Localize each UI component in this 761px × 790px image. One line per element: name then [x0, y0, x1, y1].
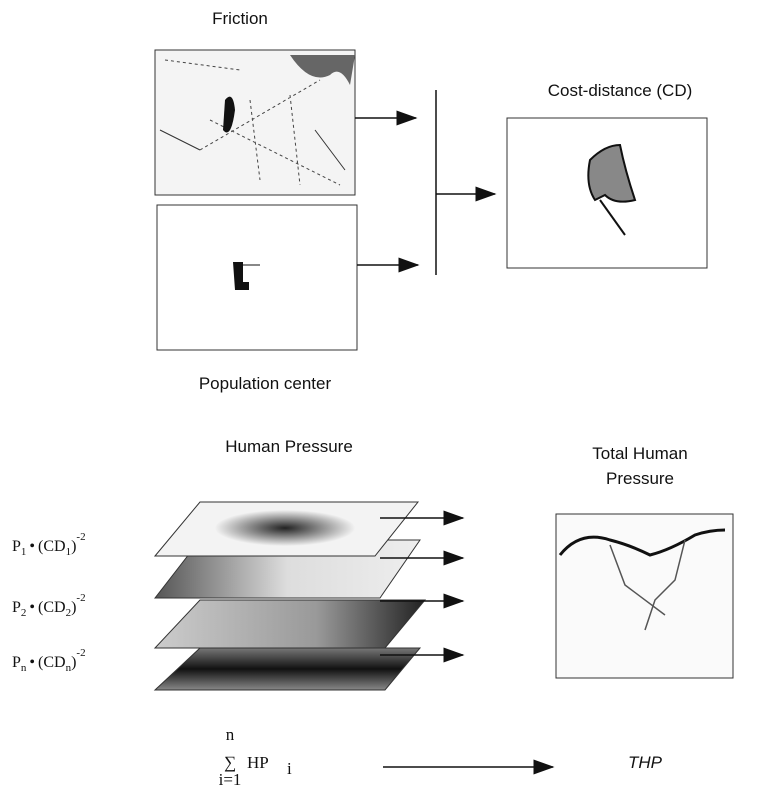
population-label: Population center [199, 374, 332, 393]
formula-part: P [12, 538, 21, 555]
formula: Pn•(CDn)-2 [12, 647, 86, 674]
formula-part: (CD [38, 538, 66, 555]
friction-label: Friction [212, 9, 268, 28]
formula-part: 1 [21, 546, 27, 558]
total-label: Pressure [606, 469, 674, 488]
sum-lower: i=1 [219, 770, 242, 789]
sum-term-index: i [287, 759, 292, 778]
total-label: Total Human [592, 444, 687, 463]
friction-map [155, 50, 355, 195]
formula: P2•(CD2)-2 [12, 592, 86, 619]
formula-part: • [29, 538, 35, 555]
formula-part: -2 [76, 592, 85, 604]
sum-upper: n [226, 725, 235, 744]
diagram: Friction Population center Cost-distance… [0, 0, 761, 790]
thp-map [556, 514, 733, 678]
formula-part: P [12, 599, 21, 616]
thp-label: THP [628, 753, 663, 772]
formula-part: • [29, 599, 35, 616]
formula-part: P [12, 654, 21, 671]
formula-part: 2 [21, 607, 27, 619]
human-pressure-label: Human Pressure [225, 437, 353, 456]
formula-part: • [29, 654, 35, 671]
formulas: P1•(CD1)-2P2•(CD2)-2Pn•(CDn)-2 [12, 531, 86, 674]
sum-term: HP [247, 753, 269, 772]
formula-part: -2 [76, 647, 85, 659]
formula: P1•(CD1)-2 [12, 531, 86, 558]
population-map [157, 205, 357, 350]
layers [155, 502, 425, 690]
formula-part: -2 [76, 531, 85, 543]
formula-part: (CD [38, 599, 66, 616]
cost-distance-label: Cost-distance (CD) [548, 81, 693, 100]
formula-part: (CD [38, 654, 66, 671]
formula-part: n [21, 662, 27, 674]
cost-distance-map [507, 118, 707, 268]
sum-formula: n ∑ i=1 HP i [219, 725, 292, 789]
